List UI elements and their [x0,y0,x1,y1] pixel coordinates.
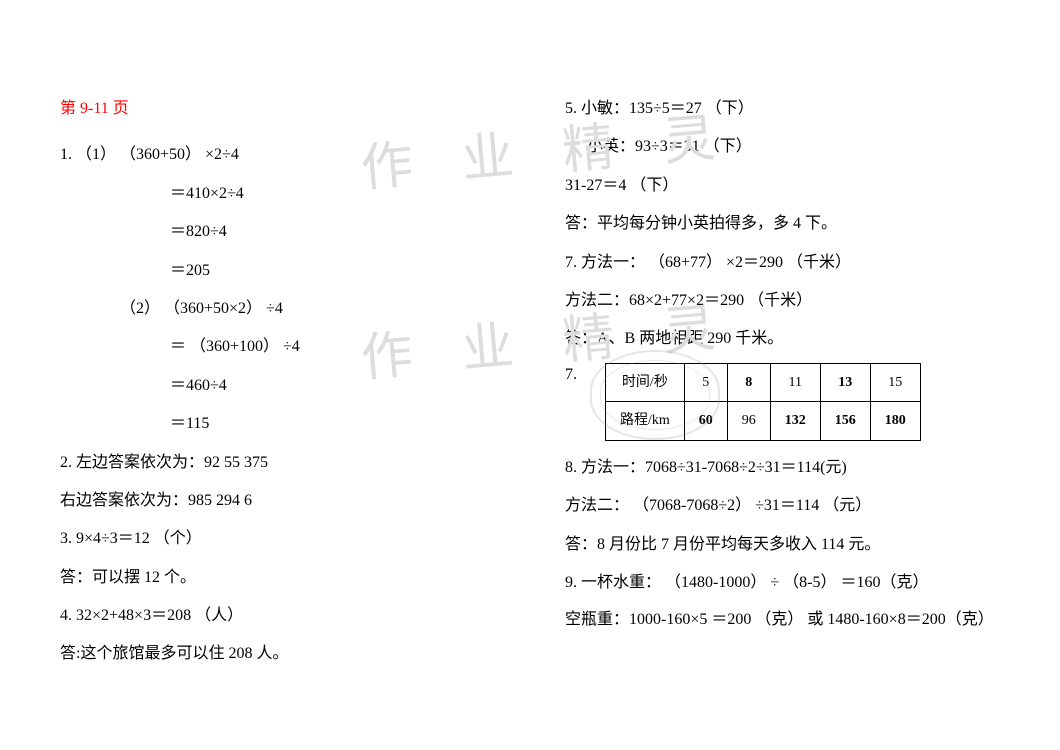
cell-time-4: 15 [870,363,920,402]
q2-left: 2. 左边答案依次为：92 55 375 [60,444,505,482]
q7-table-label: 7. [565,359,577,391]
q1-line1: 1. （1） （360+50） ×2÷4 [60,136,505,174]
cell-dist-4: 180 [870,402,920,441]
cell-dist-2: 132 [770,402,820,441]
cell-dist-1: 96 [727,402,770,441]
cell-time-1: 8 [727,363,770,402]
q9-bottle: 空瓶重：1000-160×5 ＝200 （克） 或 1480-160×8＝200… [565,608,1010,632]
q9-cup: 9. 一杯水重： （1480-1000） ÷ （8-5） ＝160（克） [565,564,1010,602]
q4-answer: 答:这个旅馆最多可以住 208 人。 [60,635,505,673]
cell-time-3: 13 [820,363,870,402]
q7-method1: 7. 方法一： （68+77） ×2＝290 （千米） [565,244,1010,282]
q8-method1: 8. 方法一：7068÷31-7068÷2÷31＝114(元) [565,449,1010,487]
cell-dist-0: 60 [684,402,727,441]
q8-answer: 答：8 月份比 7 月份平均每天多收入 114 元。 [565,526,1010,564]
q1-line2: ＝410×2÷4 [60,175,505,213]
q1-line4: ＝205 [60,252,505,290]
q8-method2: 方法二： （7068-7068÷2） ÷31＝114 （元） [565,487,1010,525]
right-column: 5. 小敏：135÷5＝27 （下） 小英：93÷3＝31 （下） 31-27＝… [565,90,1010,674]
q4-calc: 4. 32×2+48×3＝208 （人） [60,597,505,635]
row1-header: 时间/秒 [606,363,685,402]
q3-calc: 3. 9×4÷3＝12 （个） [60,520,505,558]
q5-answer: 答：平均每分钟小英拍得多，多 4 下。 [565,205,1010,243]
cell-time-2: 11 [770,363,820,402]
q7-answer: 答：A、B 两地相距 290 千米。 [565,320,1010,358]
cell-dist-3: 156 [820,402,870,441]
q5-xiaoying: 小英：93÷3＝31 （下） [565,128,1010,166]
table-row: 时间/秒 5 8 11 13 15 [606,363,921,402]
q1-part2-line4: ＝115 [60,405,505,443]
q3-answer: 答：可以摆 12 个。 [60,559,505,597]
q5-xiaomin: 5. 小敏：135÷5＝27 （下） [565,90,1010,128]
left-column: 第 9-11 页 1. （1） （360+50） ×2÷4 ＝410×2÷4 ＝… [60,90,505,674]
table-row: 路程/km 60 96 132 156 180 [606,402,921,441]
q2-right: 右边答案依次为：985 294 6 [60,482,505,520]
page-range-title: 第 9-11 页 [60,90,505,128]
content-columns: 第 9-11 页 1. （1） （360+50） ×2÷4 ＝410×2÷4 ＝… [60,90,1010,674]
q1-part2-line2: ＝ （360+100） ÷4 [60,328,505,366]
cell-time-0: 5 [684,363,727,402]
q1-line3: ＝820÷4 [60,213,505,251]
q7-method2: 方法二：68×2+77×2＝290 （千米） [565,282,1010,320]
q1-part2-line3: ＝460÷4 [60,367,505,405]
row2-header: 路程/km [606,402,685,441]
q1-part2-line1: （2） （360+50×2） ÷4 [60,290,505,328]
speed-table: 时间/秒 5 8 11 13 15 路程/km 60 96 132 156 18… [605,363,921,441]
q5-diff: 31-27＝4 （下） [565,167,1010,205]
